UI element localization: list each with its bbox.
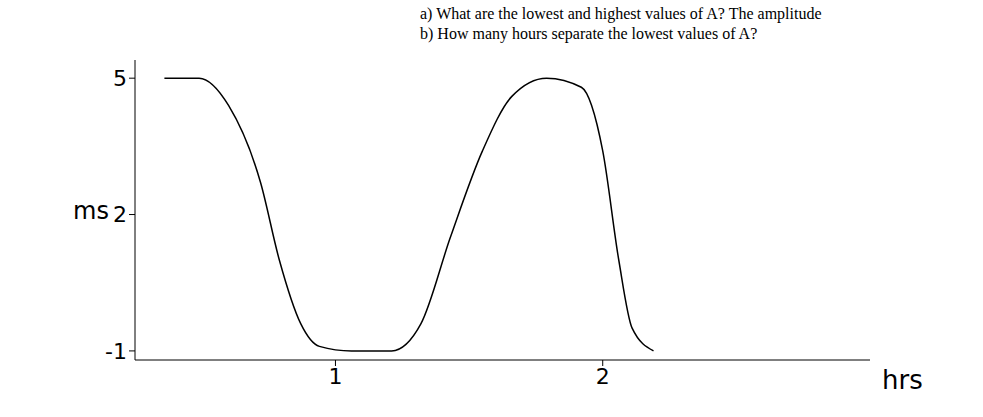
svg-text:5: 5 [113, 66, 127, 91]
html-text:b) How many hours separate the: b) How many hours separate the lowest va… [420, 25, 758, 42]
svg-text:-1: -1 [105, 339, 127, 364]
svg-text:ms: ms [73, 197, 109, 225]
svg-text:2: 2 [113, 202, 127, 227]
svg-text:1: 1 [328, 364, 342, 389]
svg-text:2: 2 [596, 364, 610, 389]
html-text:a) What are the lowest and hig: a) What are the lowest and highest value… [420, 5, 822, 22]
svg-text:hrs: hrs [882, 365, 923, 395]
